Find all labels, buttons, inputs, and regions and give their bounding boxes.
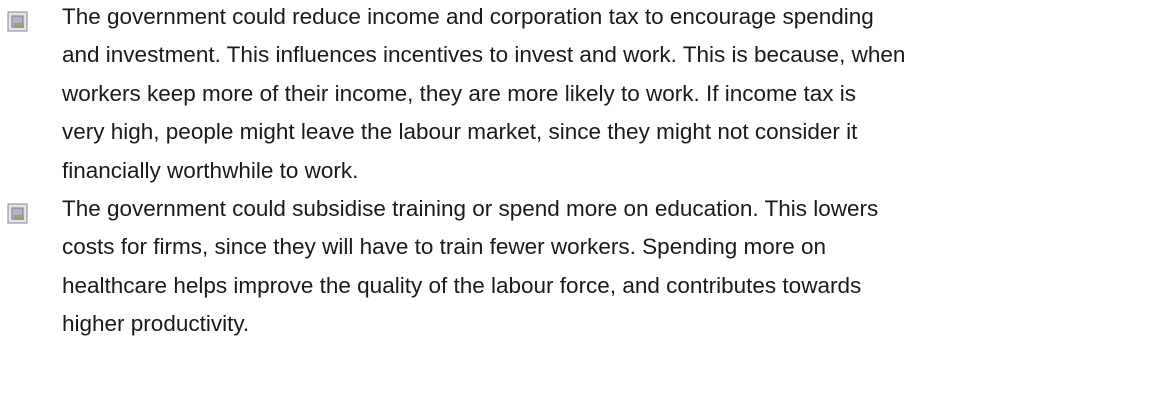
text-line: very high, people might leave the labour… bbox=[62, 119, 858, 145]
text-line: and investment. This influences incentiv… bbox=[62, 42, 906, 68]
text-line: financially worthwhile to work. bbox=[62, 157, 359, 183]
text-line: The government could subsidise training … bbox=[62, 196, 879, 221]
text-line: The government could reduce income and c… bbox=[62, 4, 874, 29]
bullet-icon bbox=[7, 11, 28, 32]
text-line: workers keep more of their income, they … bbox=[62, 80, 857, 106]
text-line: higher productivity. bbox=[62, 311, 250, 337]
text-line: costs for firms, since they will have to… bbox=[62, 234, 827, 260]
text-line: healthcare helps improve the quality of … bbox=[62, 272, 862, 298]
bullet-icon bbox=[7, 203, 28, 224]
